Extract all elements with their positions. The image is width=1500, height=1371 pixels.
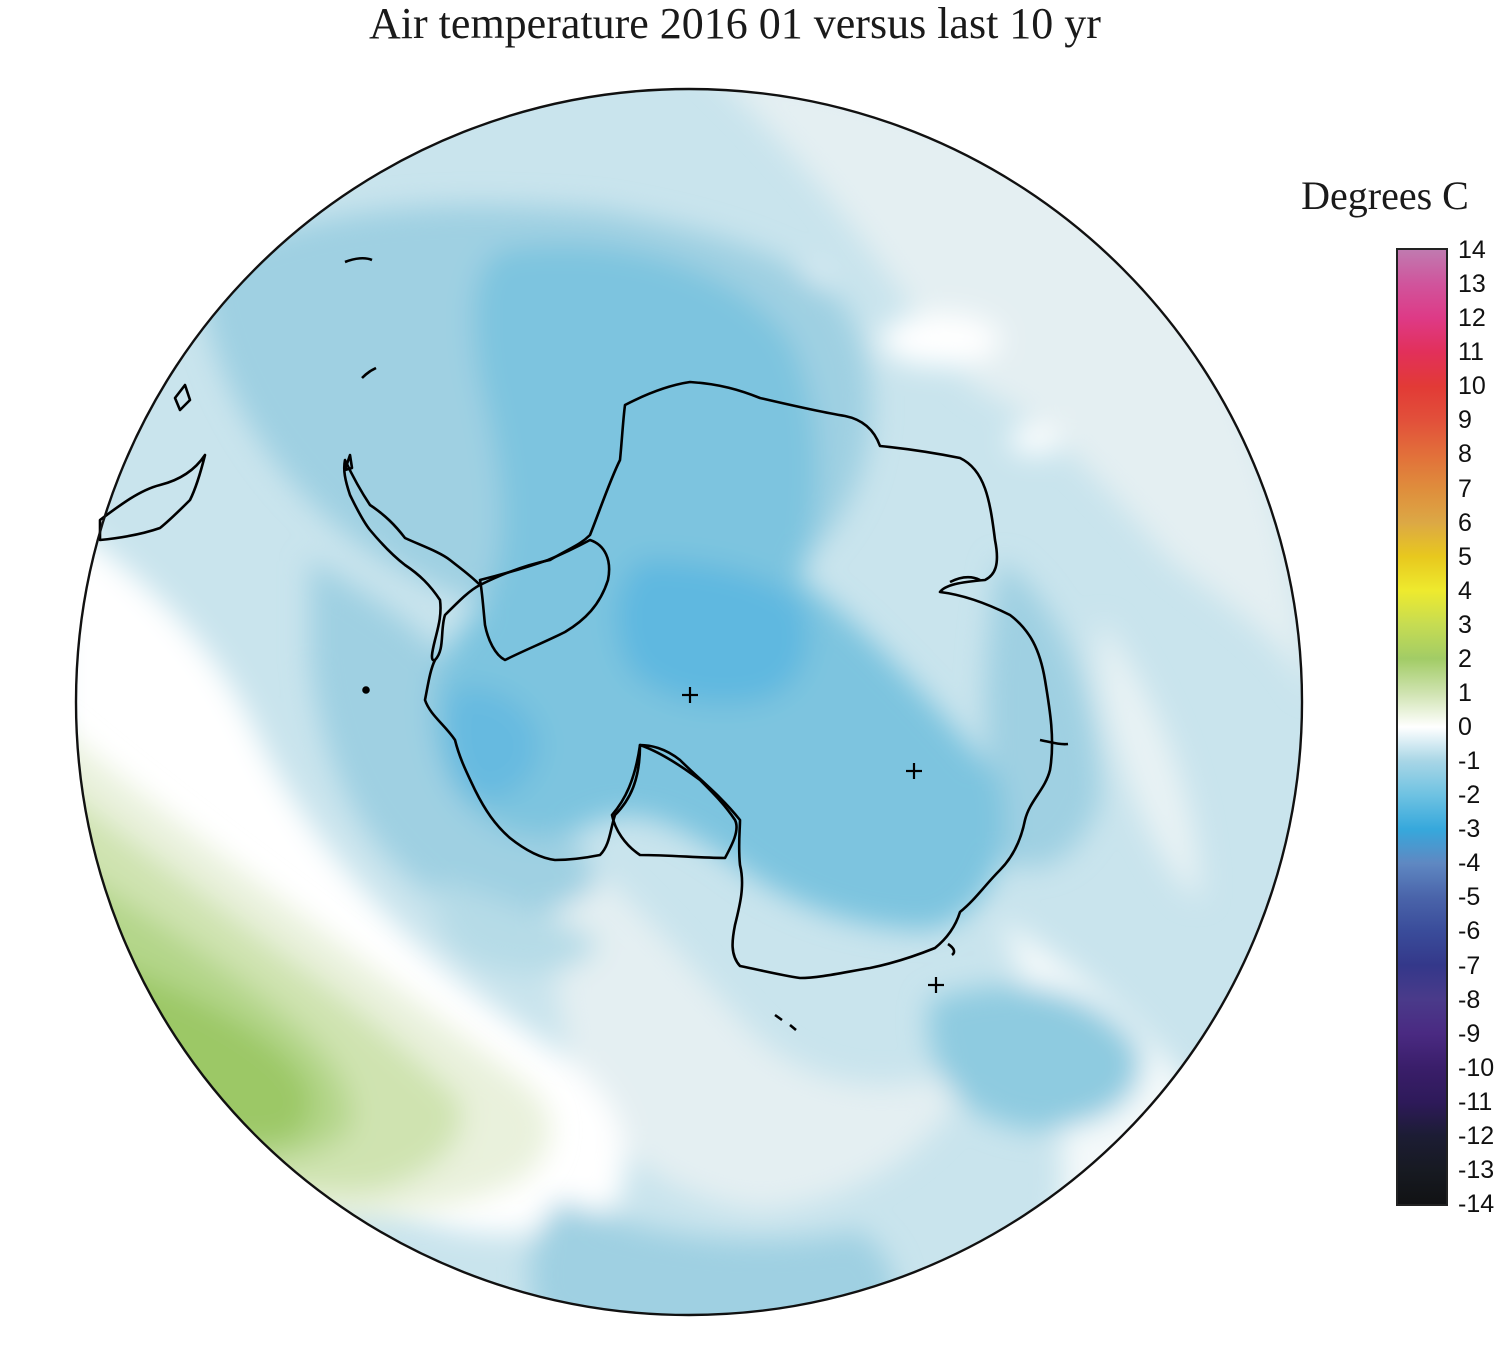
legend-tick-label: 1: [1458, 678, 1472, 707]
legend-tick-label: 4: [1458, 576, 1472, 605]
legend-tick-label: -12: [1458, 1121, 1495, 1150]
legend-tick-label: 11: [1458, 338, 1484, 367]
map-boundary: [74, 87, 1304, 1317]
coastline: [98, 256, 1069, 1031]
station-cross-southeast: [928, 977, 944, 993]
legend-tick-label: 2: [1458, 644, 1472, 673]
map-markers: [682, 687, 944, 993]
legend-tick-label: -11: [1458, 1087, 1493, 1116]
legend-tick-label: -8: [1458, 985, 1481, 1014]
legend-tick-label: 0: [1458, 713, 1472, 741]
legend-tick-label: -3: [1458, 815, 1481, 844]
map-title: Air temperature 2016 01 versus last 10 y…: [369, 0, 1101, 48]
legend-tick-label: 8: [1458, 440, 1472, 469]
legend-tick-label: -7: [1458, 951, 1481, 980]
legend-tick-label: -10: [1458, 1053, 1495, 1082]
legend-tick-label: 14: [1458, 236, 1486, 264]
legend-tick-label: -5: [1458, 883, 1481, 912]
station-cross-east: [906, 763, 922, 779]
legend-units-label: Degrees C: [1301, 173, 1469, 218]
legend-tick-label: -14: [1458, 1190, 1495, 1218]
color-legend-bar: [1396, 248, 1448, 1206]
legend-tick-label: 3: [1458, 610, 1472, 639]
legend-tick-label: -9: [1458, 1019, 1481, 1048]
legend-tick-label: 12: [1458, 304, 1486, 333]
legend-tick-label: 9: [1458, 406, 1472, 435]
legend-tick-label: -13: [1458, 1155, 1495, 1184]
legend-tick-label: -4: [1458, 849, 1481, 878]
legend-tick-label: -1: [1458, 747, 1481, 776]
legend-tick-label: 13: [1458, 270, 1486, 299]
legend-tick-label: -2: [1458, 781, 1481, 810]
legend-tick-label: 7: [1458, 474, 1472, 503]
pole-cross: [682, 687, 698, 703]
legend-tick-label: -6: [1458, 917, 1481, 946]
polar-map: [74, 87, 1304, 1317]
legend-tick-label: 5: [1458, 542, 1472, 571]
legend-tick-label: 6: [1458, 508, 1472, 537]
temperature-field: [76, 89, 1302, 1315]
legend-tick-label: 10: [1458, 372, 1486, 401]
